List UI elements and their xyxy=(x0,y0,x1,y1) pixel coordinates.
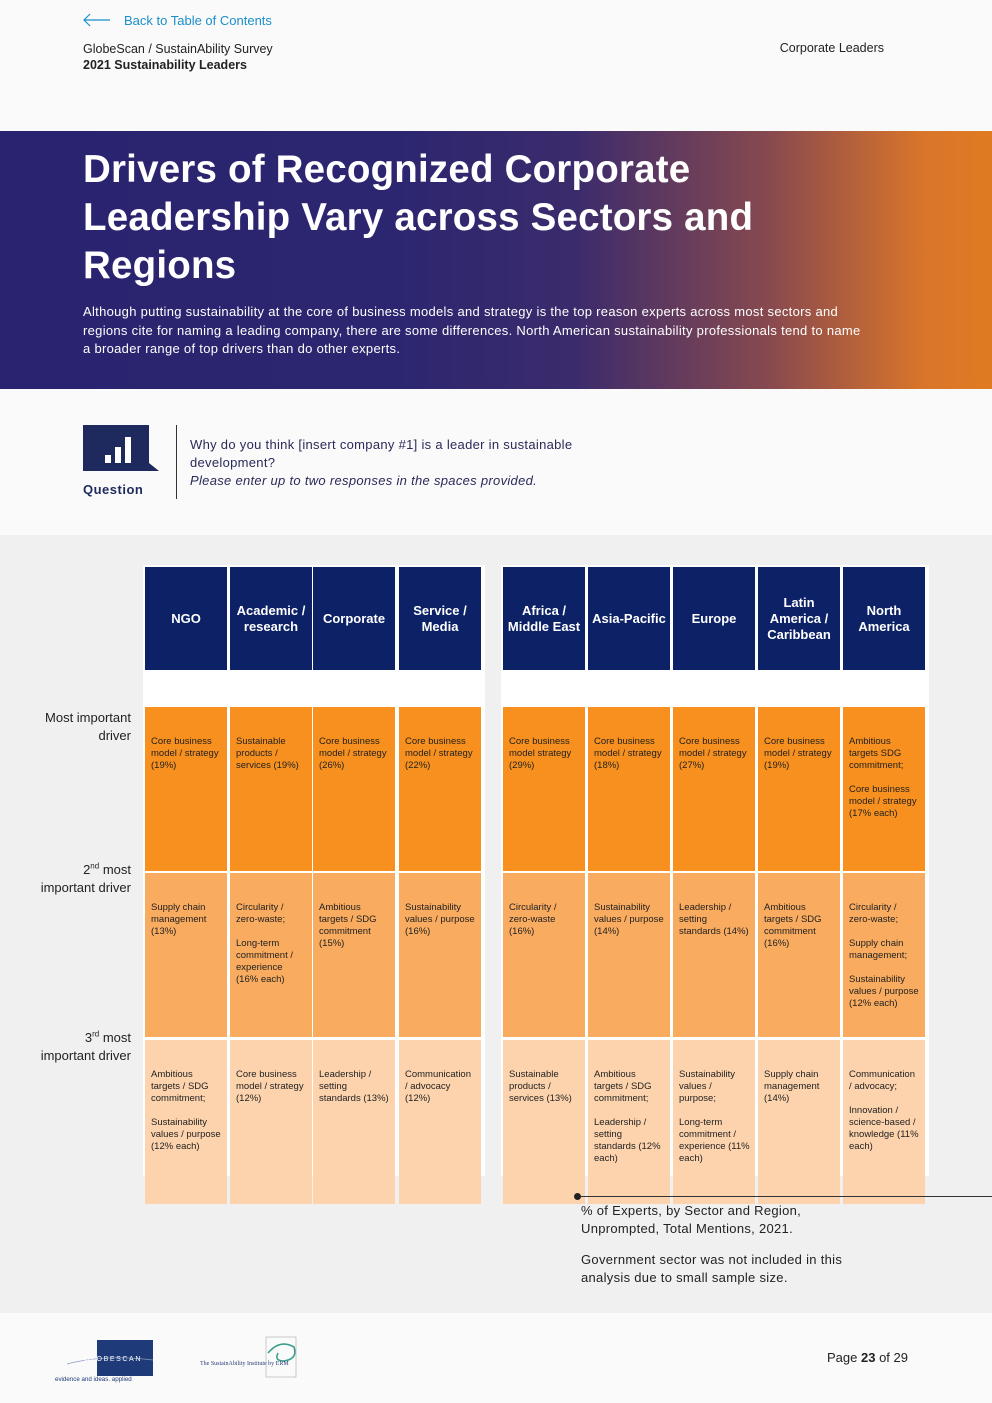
column-header-sector: NGO xyxy=(145,567,227,670)
region-table: Africa / Middle East Core business model … xyxy=(501,565,929,1204)
page-current: 23 xyxy=(860,1350,876,1365)
driver-cell: Ambitious targets / SDG commitment (15%) xyxy=(313,873,395,1037)
brand-block: GlobeScan / SustainAbility Survey 2021 S… xyxy=(83,41,273,73)
driver-cell: Core business model / strategy (26%) xyxy=(313,707,395,871)
back-link-label: Back to Table of Contents xyxy=(124,12,272,28)
column-header-region: Europe xyxy=(673,567,755,670)
question-text: Why do you think [insert company #1] is … xyxy=(190,437,573,470)
driver-cell: Ambitious targets / SDG commitment; Lead… xyxy=(588,1040,670,1204)
bar-chart-icon xyxy=(83,425,159,471)
driver-cell: Core business model / strategy (19%) xyxy=(758,707,840,871)
page-total: of 29 xyxy=(879,1350,908,1365)
driver-cell: Core business model / strategy (18%) xyxy=(588,707,670,871)
driver-cell: Leadership / setting standards (13%) xyxy=(313,1040,395,1204)
driver-cell: Sustainability values / purpose (16%) xyxy=(399,873,481,1037)
driver-cell: Sustainability values / purpose (14%) xyxy=(588,873,670,1037)
driver-cell: Circularity / zero-waste (16%) xyxy=(503,873,585,1037)
row-label-1: Most important driver xyxy=(40,709,131,745)
table-caption: % of Experts, by Sector and Region, Unpr… xyxy=(581,1202,881,1287)
driver-cell: Core business model / strategy (27%) xyxy=(673,707,755,871)
driver-cell: Supply chain management (14%) xyxy=(758,1040,840,1204)
question-text-block: Why do you think [insert company #1] is … xyxy=(190,436,630,490)
row-label-text: most important driver xyxy=(40,1030,131,1063)
column-header-sector: Corporate xyxy=(313,567,395,670)
row-label-rank: 3 xyxy=(84,1030,93,1045)
caption-source: % of Experts, by Sector and Region, Unpr… xyxy=(581,1203,802,1236)
driver-cell: Core business model / strategy (12%) xyxy=(230,1040,312,1204)
question-instruction: Please enter up to two responses in the … xyxy=(190,473,538,488)
row-label-2: 2nd most important driver xyxy=(40,861,131,897)
hero-banner: Drivers of Recognized Corporate Leadersh… xyxy=(0,131,992,389)
sector-table: NGO Core business model / strategy (19%) S… xyxy=(143,565,485,1204)
caption-dot xyxy=(574,1193,581,1200)
back-to-toc-link[interactable]: Back to Table of Contents xyxy=(82,12,272,28)
page-number: Page 23 of 29 xyxy=(827,1350,908,1365)
row-label-ordinal: rd xyxy=(92,1029,100,1039)
sustainability-institute-logo: The SustainAbility Institute by ERM xyxy=(200,1336,297,1378)
column-header-region: Asia-Pacific xyxy=(588,567,670,670)
driver-cell: Communication / advocacy; Innovation / s… xyxy=(843,1040,925,1204)
page-label: Page xyxy=(826,1350,858,1365)
globescan-tagline: evidence and ideas. applied xyxy=(55,1376,132,1383)
driver-cell: Ambitious targets / SDG commitment (16%) xyxy=(758,873,840,1037)
caption-rule xyxy=(577,1196,992,1197)
hero-description: Although putting sustainability at the c… xyxy=(83,304,861,356)
row-label-rank: 2 xyxy=(83,862,91,877)
question-section: Question Why do you think [insert compan… xyxy=(0,389,992,535)
driver-cell: Leadership / setting standards (14%) xyxy=(673,873,755,1037)
driver-cell: Ambitious targets SDG commitment; Core b… xyxy=(843,707,925,871)
driver-cell: Circularity / zero-waste; Long-term comm… xyxy=(230,873,312,1037)
question-label: Question xyxy=(83,482,144,497)
brand-line-survey: GlobeScan / SustainAbility Survey xyxy=(83,42,273,56)
driver-cell: Sustainable products / services (19%) xyxy=(230,707,312,871)
column-header-sector: Academic / research xyxy=(230,567,312,670)
row-label-text: most important driver xyxy=(40,862,131,895)
row-label-3: 3rd most important driver xyxy=(40,1029,131,1065)
brand-line-report: 2021 Sustainability Leaders xyxy=(83,58,247,72)
page-header: Back to Table of Contents GlobeScan / Su… xyxy=(0,0,992,131)
driver-cell: Core business model / strategy (19%) xyxy=(145,707,227,871)
sustainability-logo-text: The SustainAbility Institute by ERM xyxy=(200,1361,289,1367)
row-label-ordinal: nd xyxy=(90,861,100,871)
driver-cell: Circularity / zero-waste; Supply chain m… xyxy=(843,873,925,1037)
column-header-region: Africa / Middle East xyxy=(503,567,585,670)
page-footer: GLOBESCAN evidence and ideas. applied Th… xyxy=(0,1313,992,1403)
drivers-table-area: Most important driver 2nd most important … xyxy=(0,535,992,1313)
column-header-region: North America xyxy=(843,567,925,670)
page-title: Drivers of Recognized Corporate Leadersh… xyxy=(83,148,754,287)
driver-cell: Ambitious targets / SDG commitment; Sust… xyxy=(145,1040,227,1204)
driver-cell: Communication / advocacy (12%) xyxy=(399,1040,481,1204)
row-label-text: Most important driver xyxy=(45,710,131,743)
driver-cell: Sustainability values / purpose; Long-te… xyxy=(673,1040,755,1204)
column-header-region: Latin America / Caribbean xyxy=(758,567,840,670)
question-divider xyxy=(176,425,177,499)
driver-cell: Sustainable products / services (13%) xyxy=(503,1040,585,1204)
arrow-left-icon xyxy=(83,13,110,27)
column-header-sector: Service / Media xyxy=(399,567,481,670)
driver-cell: Core business model strategy (29%) xyxy=(503,707,585,871)
globescan-logo-text: GLOBESCAN xyxy=(84,1356,142,1363)
globescan-logo: GLOBESCAN evidence and ideas. applied xyxy=(55,1340,154,1383)
section-name: Corporate Leaders xyxy=(779,41,884,55)
driver-cell: Core business model / strategy (22%) xyxy=(399,707,481,871)
driver-cell: Supply chain management (13%) xyxy=(145,873,227,1037)
caption-note: Government sector was not included in th… xyxy=(581,1252,843,1285)
